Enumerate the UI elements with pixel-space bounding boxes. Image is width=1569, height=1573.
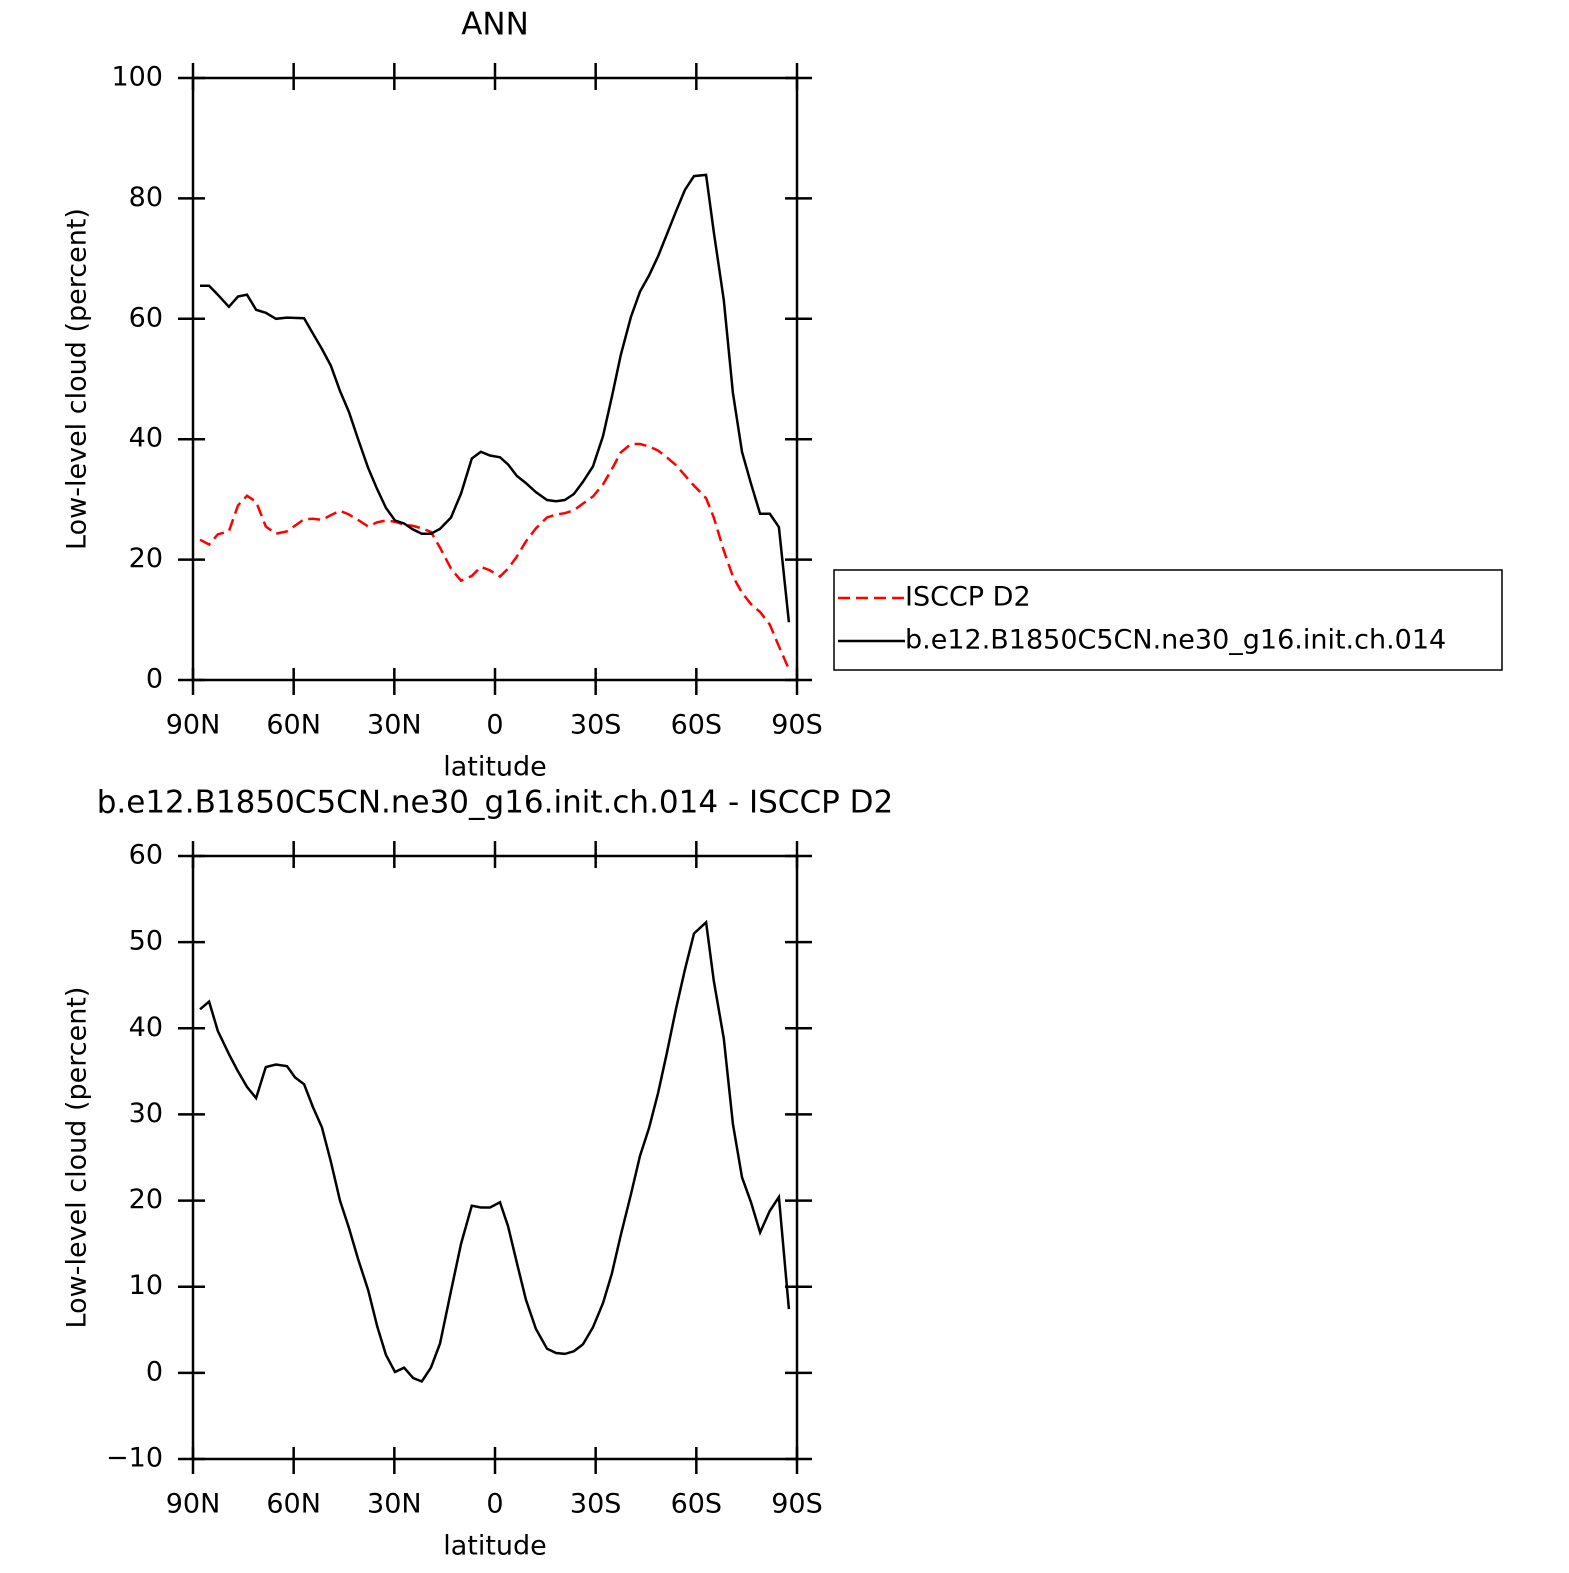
legend-box — [833, 569, 1503, 671]
y-tick-label: 50 — [129, 926, 163, 957]
y-tick-label: 60 — [129, 302, 163, 333]
y-axis-label: Low-level cloud (percent) — [62, 987, 93, 1329]
y-tick-label: −10 — [106, 1443, 163, 1474]
x-tick-label: 60N — [266, 710, 321, 741]
y-tick-label: 0 — [146, 664, 163, 695]
y-axis-label: Low-level cloud (percent) — [62, 208, 93, 550]
y-tick-label: 30 — [129, 1098, 163, 1129]
x-axis-label: latitude — [443, 752, 547, 783]
plot-frame — [191, 76, 799, 682]
legend-label: b.e12.B1850C5CN.ne30_g16.init.ch.014 — [905, 625, 1446, 656]
plot-frame — [191, 854, 799, 1461]
x-tick-label: 0 — [486, 1489, 503, 1520]
x-axis-label: latitude — [443, 1531, 547, 1562]
y-tick-label: 0 — [146, 1356, 163, 1387]
x-tick-label: 90S — [771, 1489, 823, 1520]
chart-title: ANN — [461, 7, 529, 43]
y-tick-label: 20 — [129, 543, 163, 574]
y-tick-label: 10 — [129, 1270, 163, 1301]
x-tick-label: 30S — [570, 1489, 622, 1520]
data-line — [199, 442, 791, 670]
x-tick-label: 0 — [486, 710, 503, 741]
y-tick-label: 60 — [129, 840, 163, 871]
y-tick-label: 40 — [129, 423, 163, 454]
x-tick-label: 60S — [671, 710, 723, 741]
x-tick-label: 60S — [671, 1489, 723, 1520]
legend-label: ISCCP D2 — [905, 582, 1031, 613]
x-tick-label: 60N — [266, 1489, 321, 1520]
x-tick-label: 90N — [166, 710, 221, 741]
data-line — [199, 919, 791, 1384]
y-tick-label: 100 — [111, 62, 163, 93]
y-tick-label: 80 — [129, 182, 163, 213]
data-line — [200, 173, 791, 623]
y-tick-label: 20 — [129, 1184, 163, 1215]
y-tick-label: 40 — [129, 1012, 163, 1043]
x-tick-label: 30N — [367, 1489, 422, 1520]
chart-title: b.e12.B1850C5CN.ne30_g16.init.ch.014 - I… — [97, 785, 894, 821]
x-tick-label: 90S — [771, 710, 823, 741]
x-tick-label: 90N — [166, 1489, 221, 1520]
x-tick-label: 30S — [570, 710, 622, 741]
x-tick-label: 30N — [367, 710, 422, 741]
